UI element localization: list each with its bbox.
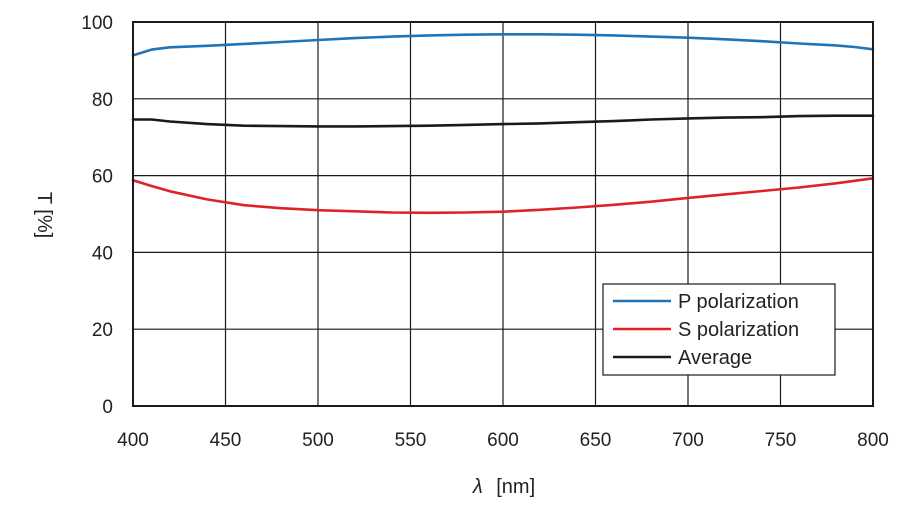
x-axis-unit: [nm]: [496, 476, 535, 498]
y-tick-label: 100: [81, 13, 113, 34]
plot-frame: [132, 21, 874, 407]
x-tick-label: 800: [857, 430, 889, 451]
gridlines: [133, 22, 873, 406]
x-tick-label: 450: [210, 430, 242, 451]
legend: P polarization S polarization Average: [602, 283, 836, 376]
x-tick-label: 400: [117, 430, 149, 451]
y-tick-label: 20: [92, 320, 113, 341]
series-line-average: [131, 114, 875, 128]
x-tick-label: 500: [302, 430, 334, 451]
x-axis-title: λ [nm]: [472, 476, 535, 498]
y-tick-label: 80: [92, 90, 113, 111]
x-axis-symbol: λ: [472, 476, 483, 498]
y-tick-label: 40: [92, 243, 113, 264]
x-tick-label: 600: [487, 430, 519, 451]
x-tick-label: 700: [672, 430, 704, 451]
x-tick-label: 550: [395, 430, 427, 451]
series-line-s-polarization: [131, 177, 875, 215]
tick-labels: 400 450 500 550 600 650 700 750 800 0 20 40 60 80 100: [81, 13, 889, 451]
x-tick-label: 650: [580, 430, 612, 451]
legend-label: Average: [678, 347, 752, 369]
y-tick-label: 60: [92, 167, 113, 188]
y-axis-title: T [%]: [33, 192, 55, 238]
x-tick-label: 750: [765, 430, 797, 451]
y-tick-label: 0: [102, 397, 113, 418]
legend-label: S polarization: [678, 319, 799, 341]
legend-label: P polarization: [678, 291, 799, 313]
series-line-p-polarization: [131, 32, 875, 57]
series-lines: [131, 32, 875, 215]
